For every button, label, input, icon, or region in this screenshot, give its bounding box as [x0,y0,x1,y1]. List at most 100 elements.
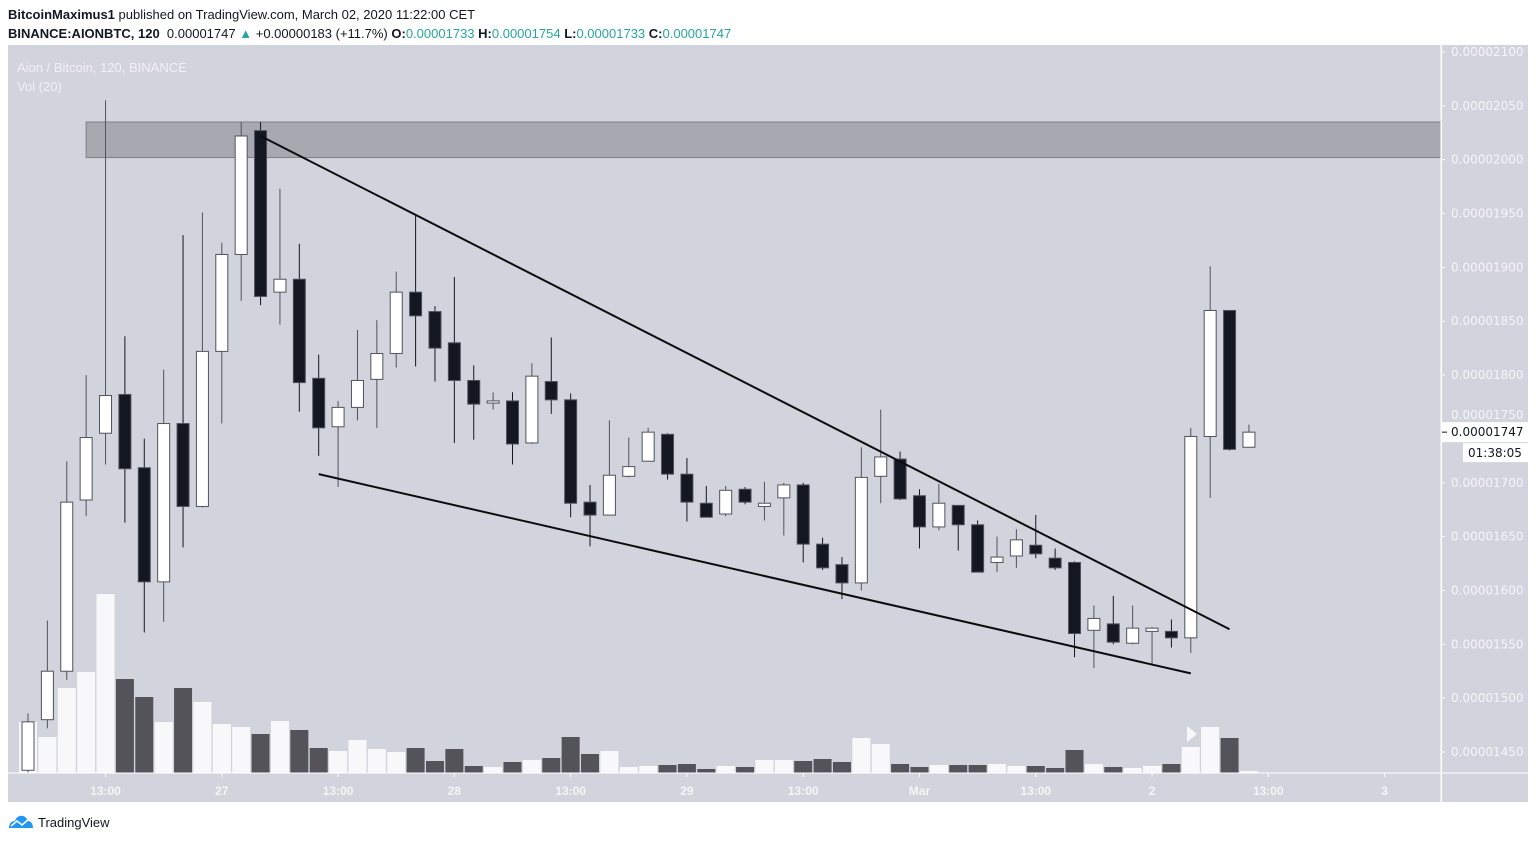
up-arrow-icon: ▲ [239,26,253,41]
volume-bar [1084,764,1103,773]
price-tick-label: 0.00001450 [1451,745,1524,759]
price-tick-label: 0.00001850 [1451,314,1524,328]
tradingview-branding[interactable]: TradingView [8,814,110,830]
candle [273,188,287,325]
candle [738,487,752,505]
volume-bar [949,765,968,773]
candle [234,122,248,301]
volume-bar [425,761,444,773]
candle-body [273,278,287,293]
candle-body [506,400,519,445]
candle-body [331,406,345,428]
high-label: H: [478,26,492,41]
candle [893,451,907,500]
volume-bar [38,737,57,773]
publisher-name[interactable]: BitcoinMaximus1 [8,7,115,22]
candle [60,461,74,680]
candle-body [622,466,636,477]
candle-body [990,556,1004,563]
candle [350,329,364,421]
volume-bar [639,766,658,773]
volume-bar [503,762,522,773]
volume-bar [329,751,348,773]
candle [602,420,616,516]
price-tick-label: 0.00001950 [1451,207,1524,221]
time-tick-label: 13:00 [90,784,121,798]
volume-bar [619,767,638,773]
candle [583,484,597,547]
volume-bar [891,764,910,773]
volume-bar [522,760,541,773]
candle-body [738,488,752,503]
candle-body [893,458,907,500]
candle [525,363,539,444]
open-value: 0.00001733 [405,26,475,41]
volume-bar [600,751,619,773]
candle-body [350,379,364,408]
price-tick-label: 0.00001900 [1451,260,1524,274]
high-value: 0.00001754 [491,26,561,41]
volume-bar [115,679,134,773]
candle [506,392,519,465]
price-tick-label: 0.00001600 [1451,583,1524,597]
time-tick-label: 13:00 [1020,784,1051,798]
candle-body [796,484,810,545]
candle-body [447,342,461,381]
candle [1009,529,1023,568]
volume-bar [406,748,425,773]
volume-bar [1162,764,1181,773]
volume-bar [1065,750,1084,773]
volume-bar [57,688,76,773]
volume-bar [794,761,813,773]
volume-bar [1220,738,1239,773]
volume-bar [755,760,774,773]
candle-body [215,253,229,352]
candle-body [564,399,578,504]
candle-body [816,543,830,569]
volume-bar [445,749,464,773]
candle [1087,605,1101,668]
candle-body [583,501,597,516]
price-change: +0.00000183 (+11.7%) [255,26,388,41]
volume-bar [154,722,173,773]
candle [1223,309,1237,451]
volume-bar [774,760,793,773]
volume-bar [658,765,677,773]
price-tick-label: 0.00001750 [1451,408,1524,422]
candle-body [680,473,694,503]
candle-body [1242,431,1256,448]
price-tick-label: 0.00001500 [1451,691,1524,705]
candle-body [428,311,442,349]
volume-bar [561,737,580,773]
volume-bar [1104,767,1123,773]
candle-body [370,353,384,380]
candle-body [1029,544,1043,555]
candle-body [1087,617,1101,631]
last-price: 0.00001747 [166,26,236,41]
candle-body [874,456,888,477]
price-tick-label: 0.00002100 [1451,45,1524,59]
candle [254,122,268,306]
tradingview-logo-text: TradingView [38,814,110,830]
volume-bar [96,594,115,773]
candle-body [971,524,985,573]
candle [1068,561,1082,658]
last-price-label: 0.00001747 [1451,425,1524,439]
candle-body [602,474,616,516]
candle [680,458,694,522]
volume-bar [309,748,328,773]
candle-countdown: 01:38:05 [1468,446,1522,460]
candle [1048,548,1062,570]
candle-body [137,467,151,583]
time-tick-label: 3 [1381,784,1388,798]
time-tick-label: 13:00 [323,784,354,798]
candle-body [1068,561,1082,635]
volume-bar [348,740,367,773]
candle-body [1009,539,1023,557]
candle [99,100,113,465]
volume-bar [852,738,871,773]
candle-body [525,375,539,444]
candle [428,306,442,382]
time-tick-label: 28 [448,784,462,798]
